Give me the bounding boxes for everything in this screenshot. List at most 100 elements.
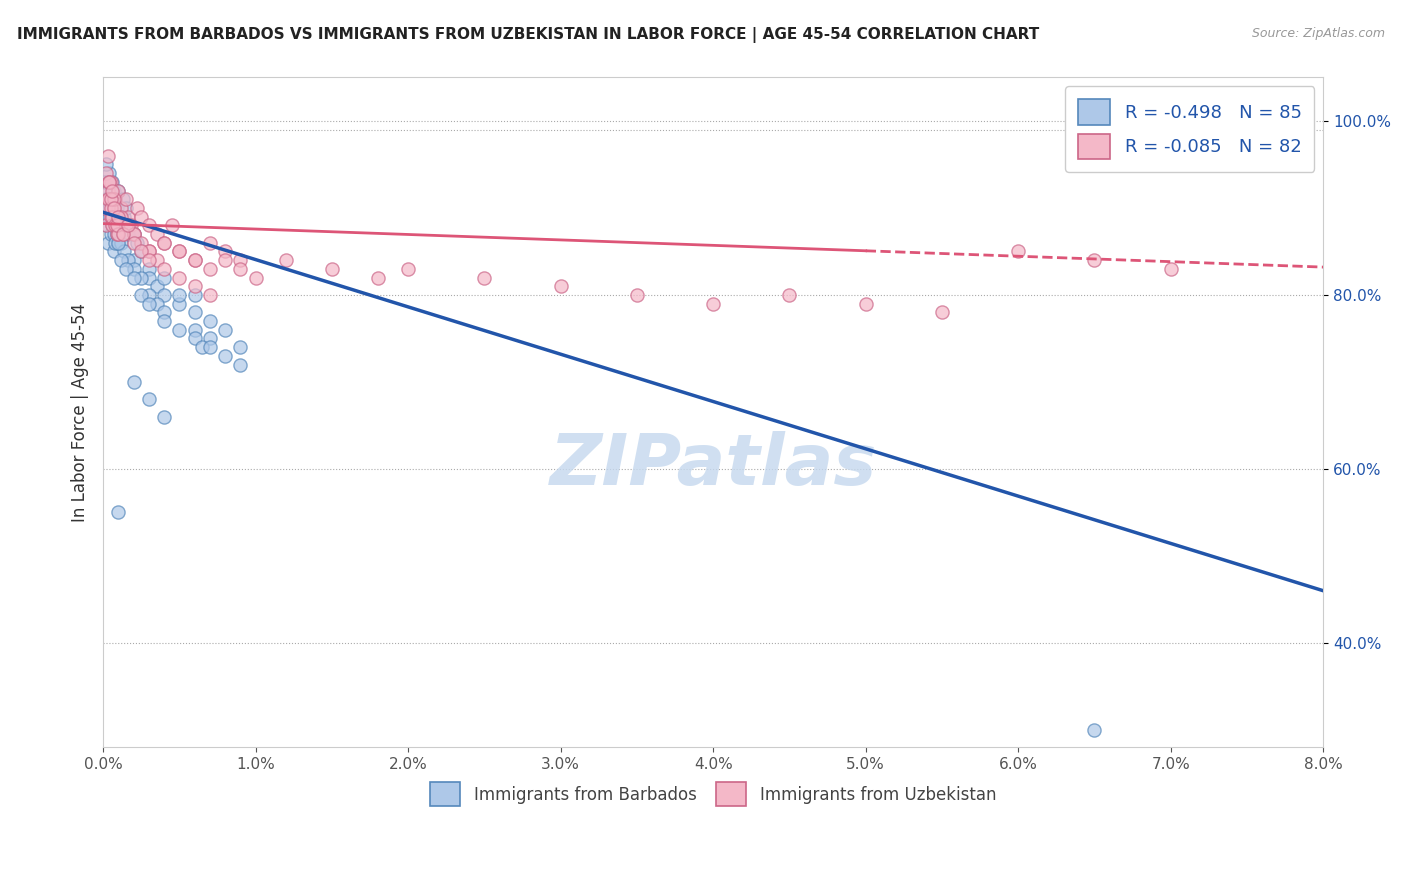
Point [145,279,167,293]
Point [1083,723,1105,737]
Point [115,219,138,233]
Point [169,296,191,310]
Point [107,235,129,250]
Point [100,227,122,241]
Point [105,201,128,215]
Y-axis label: In Labor Force | Age 45-54: In Labor Force | Age 45-54 [72,303,89,522]
Point [153,314,176,328]
Point [101,219,124,233]
Point [107,219,129,233]
Point [100,192,122,206]
Point [120,219,142,233]
Point [107,184,129,198]
Point [138,392,160,407]
Point [115,261,138,276]
Point [1160,261,1182,276]
Point [138,219,160,233]
Point [183,323,205,337]
Point [169,270,191,285]
Point [114,244,136,259]
Point [129,235,152,250]
Point [169,288,191,302]
Point [103,201,125,215]
Point [97,175,120,189]
Point [229,261,252,276]
Point [214,349,236,363]
Point [117,227,139,241]
Point [101,184,124,198]
Text: IMMIGRANTS FROM BARBADOS VS IMMIGRANTS FROM UZBEKISTAN IN LABOR FORCE | AGE 45-5: IMMIGRANTS FROM BARBADOS VS IMMIGRANTS F… [17,27,1039,43]
Point [105,227,128,241]
Point [97,184,120,198]
Point [107,505,129,519]
Point [98,175,121,189]
Point [122,253,145,268]
Point [198,288,221,302]
Point [138,270,160,285]
Point [855,296,877,310]
Point [153,235,176,250]
Point [160,219,183,233]
Point [93,201,115,215]
Point [122,261,145,276]
Point [103,244,125,259]
Legend: Immigrants from Barbados, Immigrants from Uzbekistan: Immigrants from Barbados, Immigrants fro… [423,776,1002,813]
Point [104,219,127,233]
Point [1236,149,1258,163]
Point [702,296,724,310]
Point [100,201,122,215]
Point [198,314,221,328]
Point [107,210,129,224]
Point [129,244,152,259]
Point [98,175,121,189]
Point [153,409,176,424]
Point [122,270,145,285]
Point [97,201,120,215]
Point [103,184,125,198]
Point [103,201,125,215]
Point [93,175,115,189]
Point [396,261,419,276]
Point [191,340,214,354]
Point [117,219,139,233]
Point [229,358,252,372]
Point [276,253,298,268]
Point [138,253,160,268]
Point [931,305,953,319]
Point [101,210,124,224]
Point [122,375,145,389]
Point [1007,244,1029,259]
Point [229,253,252,268]
Point [550,279,572,293]
Point [474,270,496,285]
Point [198,261,221,276]
Point [1083,253,1105,268]
Point [214,323,236,337]
Point [169,244,191,259]
Point [169,244,191,259]
Point [107,227,129,241]
Point [100,175,122,189]
Text: ZIPatlas: ZIPatlas [550,432,877,500]
Point [778,288,800,302]
Point [104,235,127,250]
Point [122,227,145,241]
Point [183,279,205,293]
Point [98,210,121,224]
Point [101,210,124,224]
Point [122,227,145,241]
Point [153,305,176,319]
Point [169,323,191,337]
Point [100,192,122,206]
Point [101,219,124,233]
Text: Source: ZipAtlas.com: Source: ZipAtlas.com [1251,27,1385,40]
Point [110,253,132,268]
Point [214,244,236,259]
Point [107,227,129,241]
Point [117,253,139,268]
Point [100,210,122,224]
Point [145,227,167,241]
Point [117,210,139,224]
Point [96,157,118,171]
Point [97,235,120,250]
